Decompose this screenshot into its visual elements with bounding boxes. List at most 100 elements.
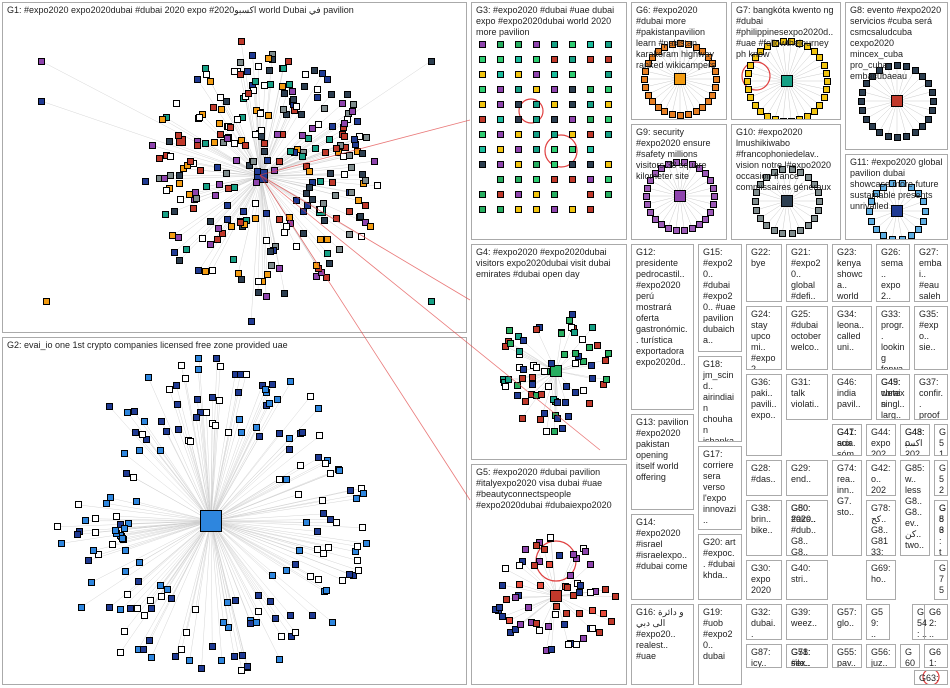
panel-title-g26: G26: sema.. expo2.. (881, 247, 905, 302)
graph-node (677, 112, 684, 119)
graph-node (158, 418, 165, 425)
panel-g16: G16: و دائرة الى دبي #expo20.. realest..… (631, 604, 694, 685)
graph-node (563, 610, 570, 617)
graph-node (515, 206, 522, 213)
graph-node (712, 84, 719, 91)
graph-node (371, 158, 378, 165)
panel-title-g35: G35: #expo.. sie.. (919, 309, 943, 353)
graph-node (117, 649, 124, 656)
graph-node (551, 206, 558, 213)
graph-node (354, 118, 361, 125)
graph-node (176, 180, 183, 187)
graph-node (197, 167, 204, 174)
graph-node (327, 470, 334, 477)
graph-node (515, 86, 522, 93)
graph-node (340, 153, 347, 160)
graph-node (315, 405, 322, 412)
graph-node (297, 462, 304, 469)
graph-node (745, 70, 752, 77)
graph-node (605, 71, 612, 78)
graph-node (752, 102, 759, 109)
panel-g75: G75: .. (934, 560, 948, 600)
graph-node (207, 241, 214, 248)
panel-g80: G80: #airs.. #dub.. G8.. G8.. rev.. abu (786, 500, 828, 556)
graph-node (517, 621, 524, 628)
graph-node (218, 106, 225, 113)
graph-node (174, 401, 181, 408)
graph-node (346, 231, 353, 238)
graph-node (173, 382, 180, 389)
graph-node (121, 525, 128, 532)
graph-node (753, 207, 760, 214)
graph-node (594, 342, 601, 349)
graph-node (908, 232, 915, 239)
graph-hub (674, 73, 686, 85)
graph-node (556, 552, 563, 559)
panel-g62: G62: .. (924, 604, 948, 640)
graph-node (479, 116, 486, 123)
graph-node (569, 116, 576, 123)
graph-node (359, 524, 366, 531)
graph-node (263, 237, 270, 244)
graph-node (141, 418, 148, 425)
panel-g25: G25: #dubai october welco.. (786, 306, 828, 370)
panel-g9: G9: security #expo2020 ensure #safety mi… (631, 124, 727, 240)
panel-title-g47: G47: aux sóm.. (837, 427, 857, 456)
graph-node (146, 637, 153, 644)
panel-g32: G32: dubai.. (746, 604, 782, 640)
graph-node (602, 357, 609, 364)
graph-node (605, 56, 612, 63)
graph-node (324, 76, 331, 83)
graph-node (685, 111, 692, 118)
panel-g23: G23: kenya showca.. world (832, 244, 872, 302)
graph-node (252, 78, 259, 85)
graph-node (186, 191, 193, 198)
graph-node (156, 155, 163, 162)
graph-node (248, 318, 255, 325)
graph-node (257, 110, 264, 117)
graph-node (586, 344, 593, 351)
panel-g18: G18: jm_scind.. airindiain chouhan ishan… (698, 356, 742, 442)
graph-node (558, 330, 565, 337)
graph-node (710, 185, 717, 192)
graph-node (605, 86, 612, 93)
graph-node (644, 201, 651, 208)
panel-title-g3: G3: #expo2020 #dubai #uae dubai expo #ex… (476, 5, 622, 38)
graph-node (175, 234, 182, 241)
panel-g42: G42: o.. 2020 (866, 460, 896, 496)
panel-g29: G29: end.. (786, 460, 828, 496)
graph-node (280, 65, 287, 72)
graph-node (195, 267, 202, 274)
graph-node (605, 116, 612, 123)
panel-g87: G87: icy.. (746, 644, 782, 668)
graph-node (359, 150, 366, 157)
graph-node (195, 355, 202, 362)
graph-node (576, 610, 583, 617)
graph-node (224, 599, 231, 606)
graph-node (580, 387, 587, 394)
graph-node (665, 225, 672, 232)
graph-node (123, 470, 130, 477)
graph-node (234, 116, 241, 123)
graph-node (811, 108, 818, 115)
graph-node (876, 129, 883, 136)
panel-g71: G71: sile.. nz.. (786, 644, 828, 668)
panel-g28: G28: #das.. (746, 460, 782, 496)
graph-node (569, 56, 576, 63)
graph-node (428, 298, 435, 305)
graph-node (873, 226, 880, 233)
graph-node (212, 192, 219, 199)
graph-node (572, 389, 579, 396)
graph-node (276, 158, 283, 165)
panel-title-g31: G31: talk violati.. (791, 377, 823, 410)
graph-node (237, 71, 244, 78)
graph-node (541, 410, 548, 417)
graph-node (250, 158, 257, 165)
graph-node (203, 183, 210, 190)
graph-node (747, 62, 754, 69)
graph-node (702, 216, 709, 223)
graph-node (157, 447, 164, 454)
graph-node (502, 565, 509, 572)
graph-node (516, 562, 523, 569)
panel-title-g12: G12: presidente pedrocastil.. #expo2020 … (636, 247, 689, 368)
